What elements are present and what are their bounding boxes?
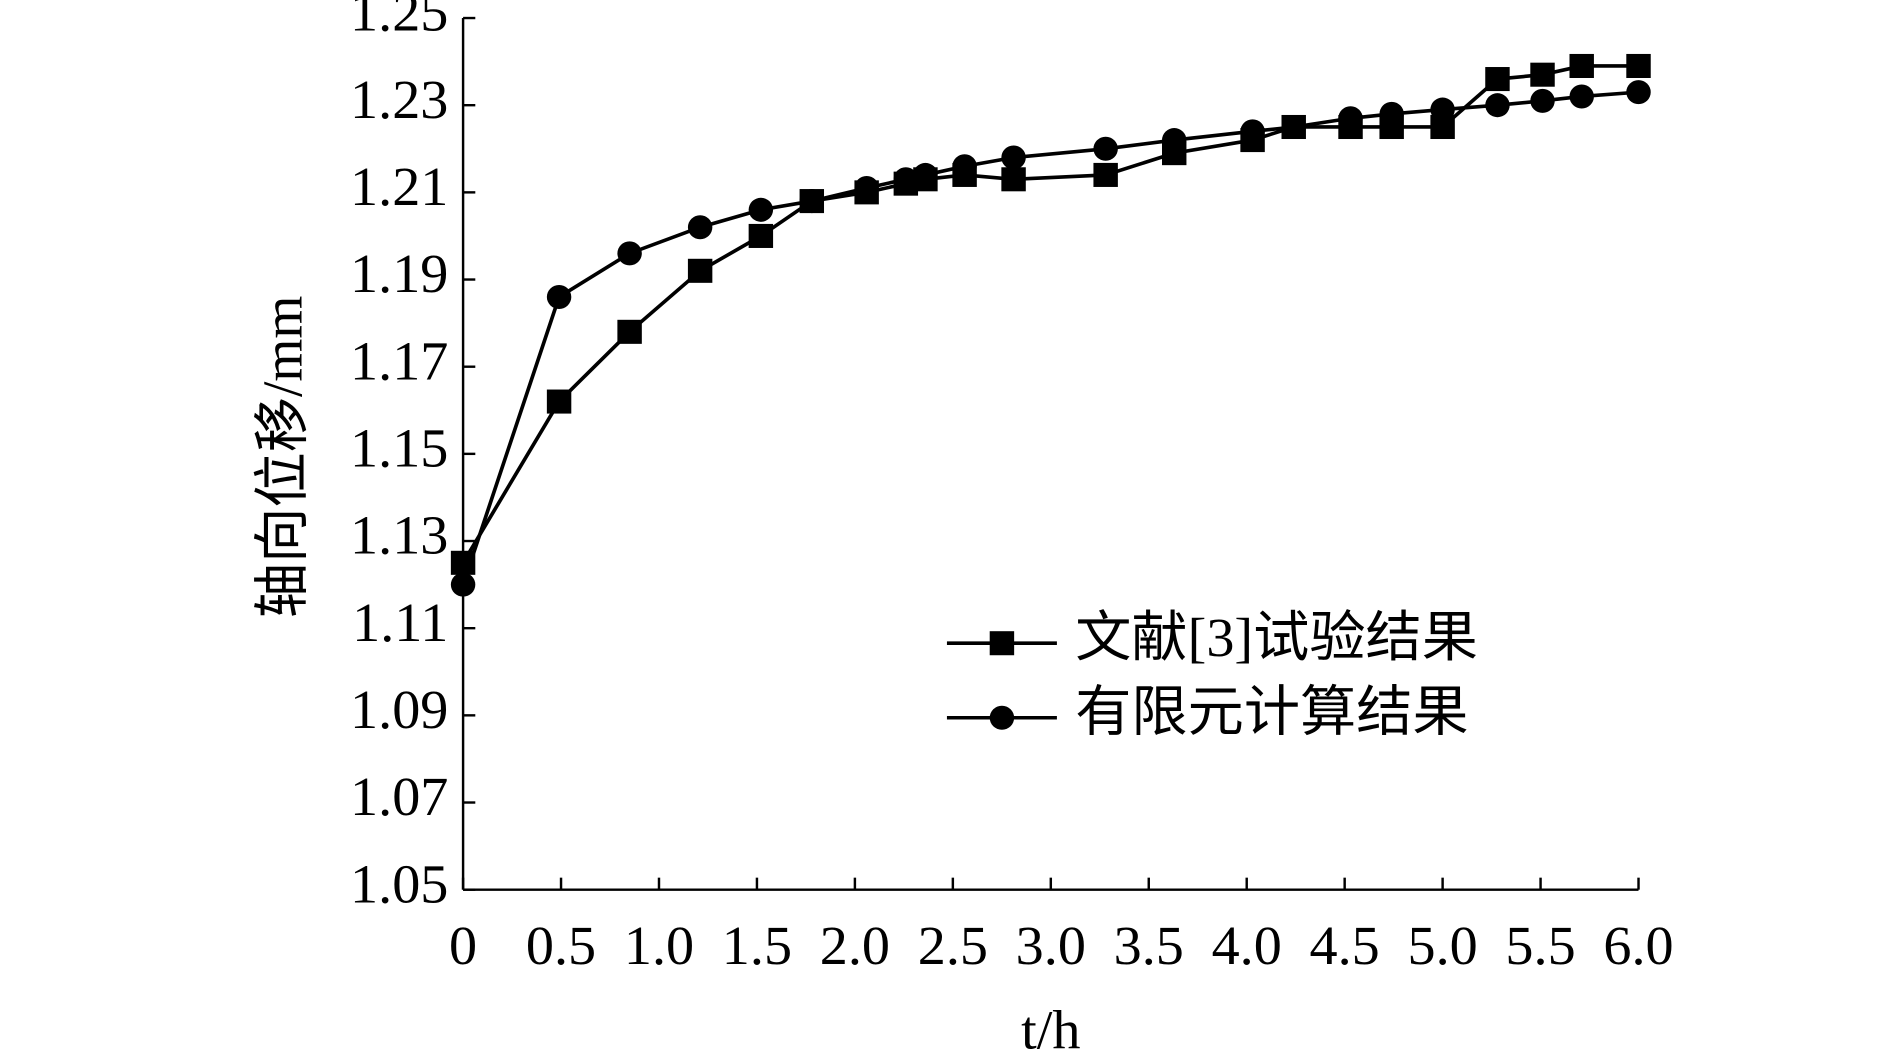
marker bbox=[1485, 67, 1510, 92]
marker bbox=[989, 705, 1015, 730]
marker bbox=[1001, 167, 1026, 192]
marker bbox=[989, 631, 1015, 656]
marker bbox=[546, 389, 572, 414]
y-tick-label: 1.23 bbox=[350, 69, 448, 130]
marker bbox=[913, 162, 938, 187]
x-tick-label: 0 bbox=[449, 916, 477, 977]
y-tick-label: 1.17 bbox=[350, 331, 448, 392]
legend-label: 有限元计算结果 bbox=[1075, 682, 1468, 743]
marker bbox=[748, 223, 774, 248]
marker bbox=[1430, 97, 1455, 122]
marker bbox=[893, 167, 919, 192]
x-tick-label: 4.0 bbox=[1212, 916, 1282, 977]
marker bbox=[748, 197, 774, 222]
y-tick-label: 1.25 bbox=[350, 0, 448, 44]
x-tick-label: 1.5 bbox=[722, 916, 792, 977]
y-tick-label: 1.19 bbox=[350, 244, 448, 305]
marker bbox=[1338, 106, 1363, 131]
x-tick-label: 3.5 bbox=[1114, 916, 1184, 977]
marker bbox=[1379, 101, 1404, 126]
marker bbox=[1093, 162, 1118, 187]
marker bbox=[1001, 145, 1026, 170]
marker bbox=[687, 215, 713, 240]
marker bbox=[1162, 128, 1187, 153]
marker bbox=[1530, 88, 1555, 113]
x-tick-label: 2.5 bbox=[918, 916, 988, 977]
marker bbox=[1569, 53, 1594, 78]
marker bbox=[617, 319, 642, 344]
y-tick-label: 1.07 bbox=[350, 767, 448, 828]
x-tick-label: 2.0 bbox=[820, 916, 890, 977]
marker bbox=[1626, 80, 1651, 105]
marker bbox=[1485, 93, 1510, 118]
x-tick-label: 5.0 bbox=[1407, 916, 1477, 977]
marker bbox=[546, 284, 572, 309]
series-line bbox=[461, 90, 1639, 586]
marker bbox=[854, 175, 879, 201]
marker bbox=[1093, 136, 1118, 161]
marker bbox=[1281, 114, 1306, 140]
y-tick-label: 1.09 bbox=[350, 679, 448, 740]
y-tick-label: 1.11 bbox=[352, 592, 448, 653]
y-tick-label: 1.21 bbox=[350, 156, 448, 217]
y-tick-label: 1.13 bbox=[350, 505, 448, 566]
marker bbox=[1240, 119, 1265, 144]
y-tick-label: 1.15 bbox=[350, 418, 448, 479]
x-axis-title: t/h bbox=[1021, 1000, 1080, 1058]
marker bbox=[1530, 62, 1555, 87]
marker bbox=[952, 154, 977, 179]
x-tick-label: 6.0 bbox=[1603, 916, 1673, 977]
y-axis-title: 轴向位移/mm bbox=[252, 296, 314, 619]
marker bbox=[1626, 53, 1651, 78]
y-tick-label: 1.05 bbox=[350, 854, 448, 915]
x-tick-label: 5.5 bbox=[1505, 916, 1575, 977]
marker bbox=[617, 241, 642, 266]
x-tick-label: 3.0 bbox=[1016, 916, 1086, 977]
x-tick-label: 4.5 bbox=[1310, 916, 1380, 977]
marker bbox=[450, 572, 476, 597]
marker bbox=[687, 258, 713, 283]
legend-label: 文献[3]试验结果 bbox=[1075, 607, 1478, 668]
x-tick-label: 1.0 bbox=[624, 916, 694, 977]
marker bbox=[1569, 84, 1594, 109]
x-tick-label: 0.5 bbox=[526, 916, 596, 977]
series-line bbox=[461, 64, 1639, 564]
marker bbox=[799, 189, 825, 214]
